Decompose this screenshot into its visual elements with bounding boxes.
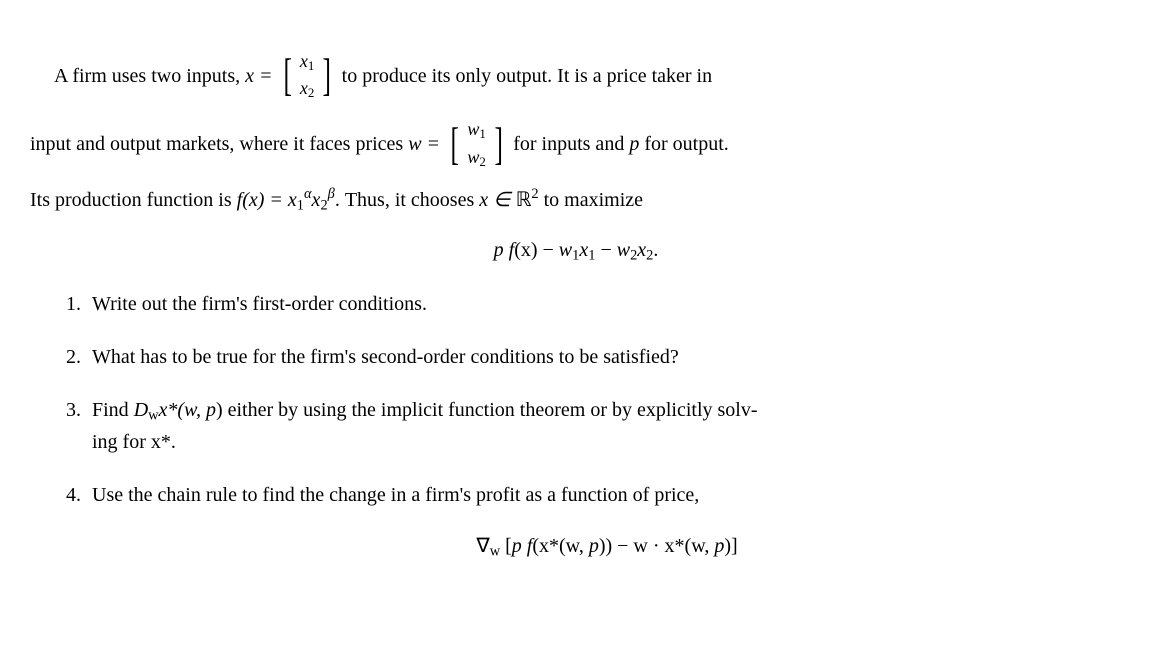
vector-w: [ w1 w2 ] xyxy=(447,116,506,174)
question-2: What has to be true for the firm's secon… xyxy=(86,342,1122,373)
math-dwx: Dwx*(w, p) xyxy=(134,399,223,421)
question-text: What has to be true for the firm's secon… xyxy=(92,346,679,368)
intro-line-3: Its production function is f(x) = x1αx2β… xyxy=(30,183,1122,217)
real-symbol: ℝ xyxy=(516,189,532,211)
math-p: p xyxy=(629,133,639,155)
text: to maximize xyxy=(544,189,643,211)
question-1: Write out the firm's first-order conditi… xyxy=(86,289,1122,320)
intro-line-2: input and output markets, where it faces… xyxy=(30,116,1122,174)
question-text: either by using the implicit function th… xyxy=(223,399,758,421)
text: for inputs and xyxy=(513,133,629,155)
question-4: Use the chain rule to find the change in… xyxy=(86,480,1122,563)
math-w-eq: w = xyxy=(408,133,440,155)
text: input and output markets, where it faces… xyxy=(30,133,408,155)
text: Its production function is xyxy=(30,189,237,211)
real-sup: 2 xyxy=(531,186,538,202)
math-choose: x ∈ xyxy=(479,189,515,211)
text: . Thus, it chooses xyxy=(335,189,479,211)
display-equation-gradient: ∇w [p f(x*(w, p)) − w · x*(w, p)] xyxy=(92,531,1122,563)
question-text: ing for x*. xyxy=(92,431,176,453)
text: A firm uses two inputs, xyxy=(54,65,245,87)
question-3: Find Dwx*(w, p) either by using the impl… xyxy=(86,395,1122,458)
question-list: Write out the firm's first-order conditi… xyxy=(30,289,1122,563)
text: for output. xyxy=(644,133,728,155)
production-function: f(x) = x1αx2β xyxy=(237,189,335,211)
vector-x: [ x1 x2 ] xyxy=(280,48,335,106)
document-page: A firm uses two inputs, x = [ x1 x2 ] to… xyxy=(0,0,1152,605)
intro-line-1: A firm uses two inputs, x = [ x1 x2 ] to… xyxy=(30,48,1122,106)
text: to produce its only output. It is a pric… xyxy=(342,65,712,87)
question-text: Use the chain rule to find the change in… xyxy=(92,484,699,506)
question-text: Find xyxy=(92,399,134,421)
display-equation-profit: p f(x) − w1x1 − w2x2. xyxy=(30,235,1122,267)
math-x-eq: x = xyxy=(245,65,272,87)
question-text: Write out the firm's first-order conditi… xyxy=(92,293,427,315)
